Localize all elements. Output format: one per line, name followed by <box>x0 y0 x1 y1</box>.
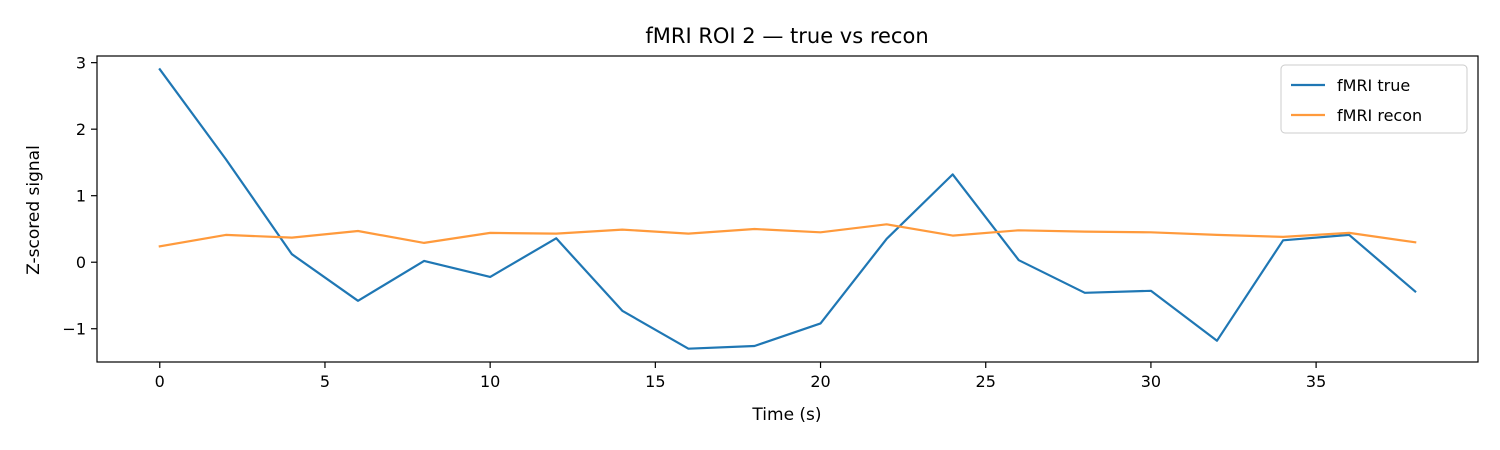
series-line-2 <box>158 223 1417 248</box>
y-tick-label: −1 <box>62 320 86 339</box>
y-tick-label: 1 <box>76 187 86 206</box>
y-tick-label: 2 <box>76 120 86 139</box>
legend-label-2: fMRI recon <box>1337 106 1422 125</box>
chart-title: fMRI ROI 2 — true vs recon <box>645 24 928 48</box>
x-tick-label: 5 <box>320 372 330 391</box>
plot-area: 0 5 10 15 20 25 30 35 −1 0 1 2 3 fMRI true fMRI recon <box>62 54 1479 391</box>
x-tick-label: 0 <box>155 372 165 391</box>
series-line-1 <box>158 67 1417 350</box>
x-tick-label: 15 <box>645 372 665 391</box>
plot-frame <box>96 55 1479 363</box>
x-tick-label: 10 <box>480 372 500 391</box>
y-tick-label: 0 <box>76 253 86 272</box>
x-tick-label: 20 <box>810 372 830 391</box>
x-axis-label: Time (s) <box>751 405 821 425</box>
legend-box <box>1280 64 1468 134</box>
y-axis-label: Z-scored signal <box>24 145 44 275</box>
x-tick-label: 25 <box>976 372 996 391</box>
x-tick-label: 35 <box>1306 372 1326 391</box>
y-tick-label: 3 <box>76 54 86 73</box>
x-tick-label: 30 <box>1141 372 1161 391</box>
legend-label-1: fMRI true <box>1337 76 1410 95</box>
